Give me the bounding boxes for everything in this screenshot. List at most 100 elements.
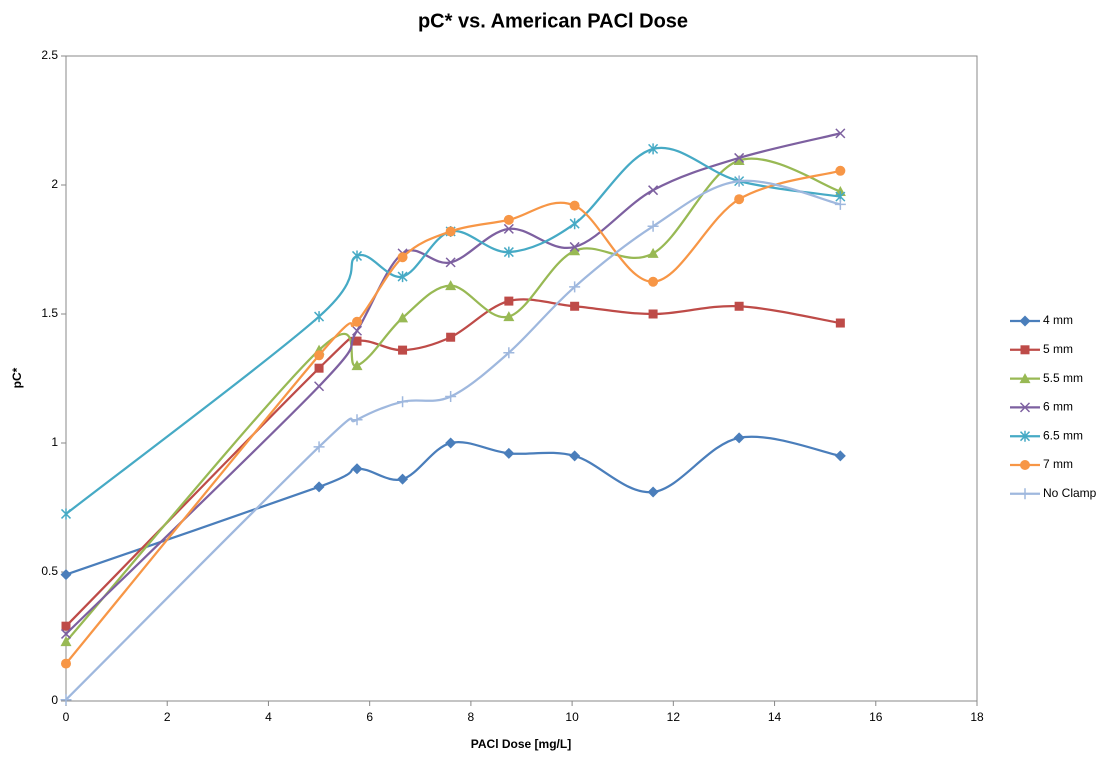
x-tick-label: 0 — [63, 710, 70, 724]
legend-marker — [1019, 315, 1031, 327]
x-tick-label: 4 — [265, 710, 272, 724]
marker — [397, 396, 409, 408]
legend-label: 6.5 mm — [1043, 428, 1083, 442]
x-tick-label: 6 — [366, 710, 373, 724]
x-tick-label: 18 — [970, 710, 984, 724]
y-tick-label: 1 — [51, 435, 58, 449]
legend-marker — [1019, 402, 1031, 413]
marker — [503, 223, 514, 234]
marker — [351, 360, 363, 371]
marker — [569, 241, 580, 252]
marker — [569, 245, 581, 256]
marker — [503, 347, 515, 359]
legend-label: 6 mm — [1043, 400, 1073, 414]
marker — [834, 450, 846, 462]
marker — [569, 200, 580, 211]
marker — [570, 301, 580, 311]
marker — [835, 318, 845, 328]
marker — [569, 281, 581, 293]
marker — [351, 325, 363, 336]
legend-marker — [1019, 488, 1031, 500]
marker — [834, 198, 846, 210]
marker — [60, 508, 72, 520]
marker — [398, 345, 408, 355]
marker — [314, 350, 325, 361]
marker — [733, 175, 745, 187]
legend-label: 5.5 mm — [1043, 371, 1083, 385]
marker — [352, 316, 363, 327]
marker — [61, 658, 71, 669]
marker — [314, 363, 324, 373]
marker — [314, 311, 325, 323]
legend-marker — [1019, 430, 1031, 442]
y-tick-label: 0 — [51, 693, 58, 707]
marker — [647, 220, 659, 232]
marker — [569, 218, 580, 230]
marker — [734, 152, 745, 163]
marker — [647, 247, 659, 258]
x-tick-label: 2 — [164, 710, 171, 724]
y-tick-label: 1.5 — [41, 306, 58, 320]
marker — [60, 569, 72, 581]
marker — [648, 276, 659, 287]
marker — [60, 694, 72, 706]
legend-label: No Clamp — [1043, 486, 1097, 500]
marker — [397, 473, 409, 485]
marker — [503, 311, 515, 322]
plot-border — [65, 55, 978, 702]
marker — [648, 143, 659, 155]
marker — [835, 165, 846, 176]
x-axis-label: PACl Dose [mg/L] — [471, 737, 571, 751]
marker — [504, 296, 514, 306]
y-tick-label: 0.5 — [41, 564, 58, 578]
legend-label: 4 mm — [1043, 313, 1073, 327]
x-tick-label: 12 — [667, 710, 681, 724]
series-line — [65, 179, 841, 701]
marker — [445, 226, 456, 237]
marker — [60, 636, 72, 647]
marker — [648, 185, 659, 196]
marker — [734, 194, 745, 205]
marker — [351, 250, 363, 262]
y-axis-label: pC* — [10, 367, 24, 388]
marker — [351, 414, 363, 426]
x-tick-label: 16 — [869, 710, 883, 724]
marker — [503, 246, 514, 258]
marker — [445, 280, 457, 291]
marker — [647, 486, 659, 498]
marker — [397, 271, 408, 283]
marker — [351, 463, 363, 475]
y-tick-label: 2 — [51, 177, 58, 191]
marker — [648, 309, 658, 319]
legend-marker — [1019, 373, 1031, 384]
legend-marker — [1020, 460, 1030, 470]
series-line — [65, 157, 841, 643]
marker — [835, 128, 846, 139]
marker — [733, 432, 745, 444]
marker — [313, 441, 325, 453]
x-tick-label: 10 — [565, 710, 579, 724]
marker — [445, 437, 457, 449]
marker — [397, 252, 408, 263]
marker — [503, 214, 514, 225]
marker — [734, 301, 744, 311]
y-tick-label: 2.5 — [41, 48, 58, 62]
legend-label: 5 mm — [1043, 342, 1073, 356]
legend-label: 7 mm — [1043, 457, 1073, 471]
chart-title: pC* vs. American PACl Dose — [418, 10, 688, 32]
marker — [445, 257, 456, 268]
marker — [61, 621, 71, 631]
marker — [503, 447, 515, 459]
marker — [60, 628, 72, 639]
marker — [733, 154, 745, 165]
marker — [446, 332, 456, 342]
x-tick-label: 8 — [468, 710, 475, 724]
marker — [569, 450, 581, 462]
legend-marker — [1020, 345, 1030, 355]
series-line — [65, 169, 841, 665]
marker — [314, 381, 325, 392]
marker — [352, 336, 362, 346]
